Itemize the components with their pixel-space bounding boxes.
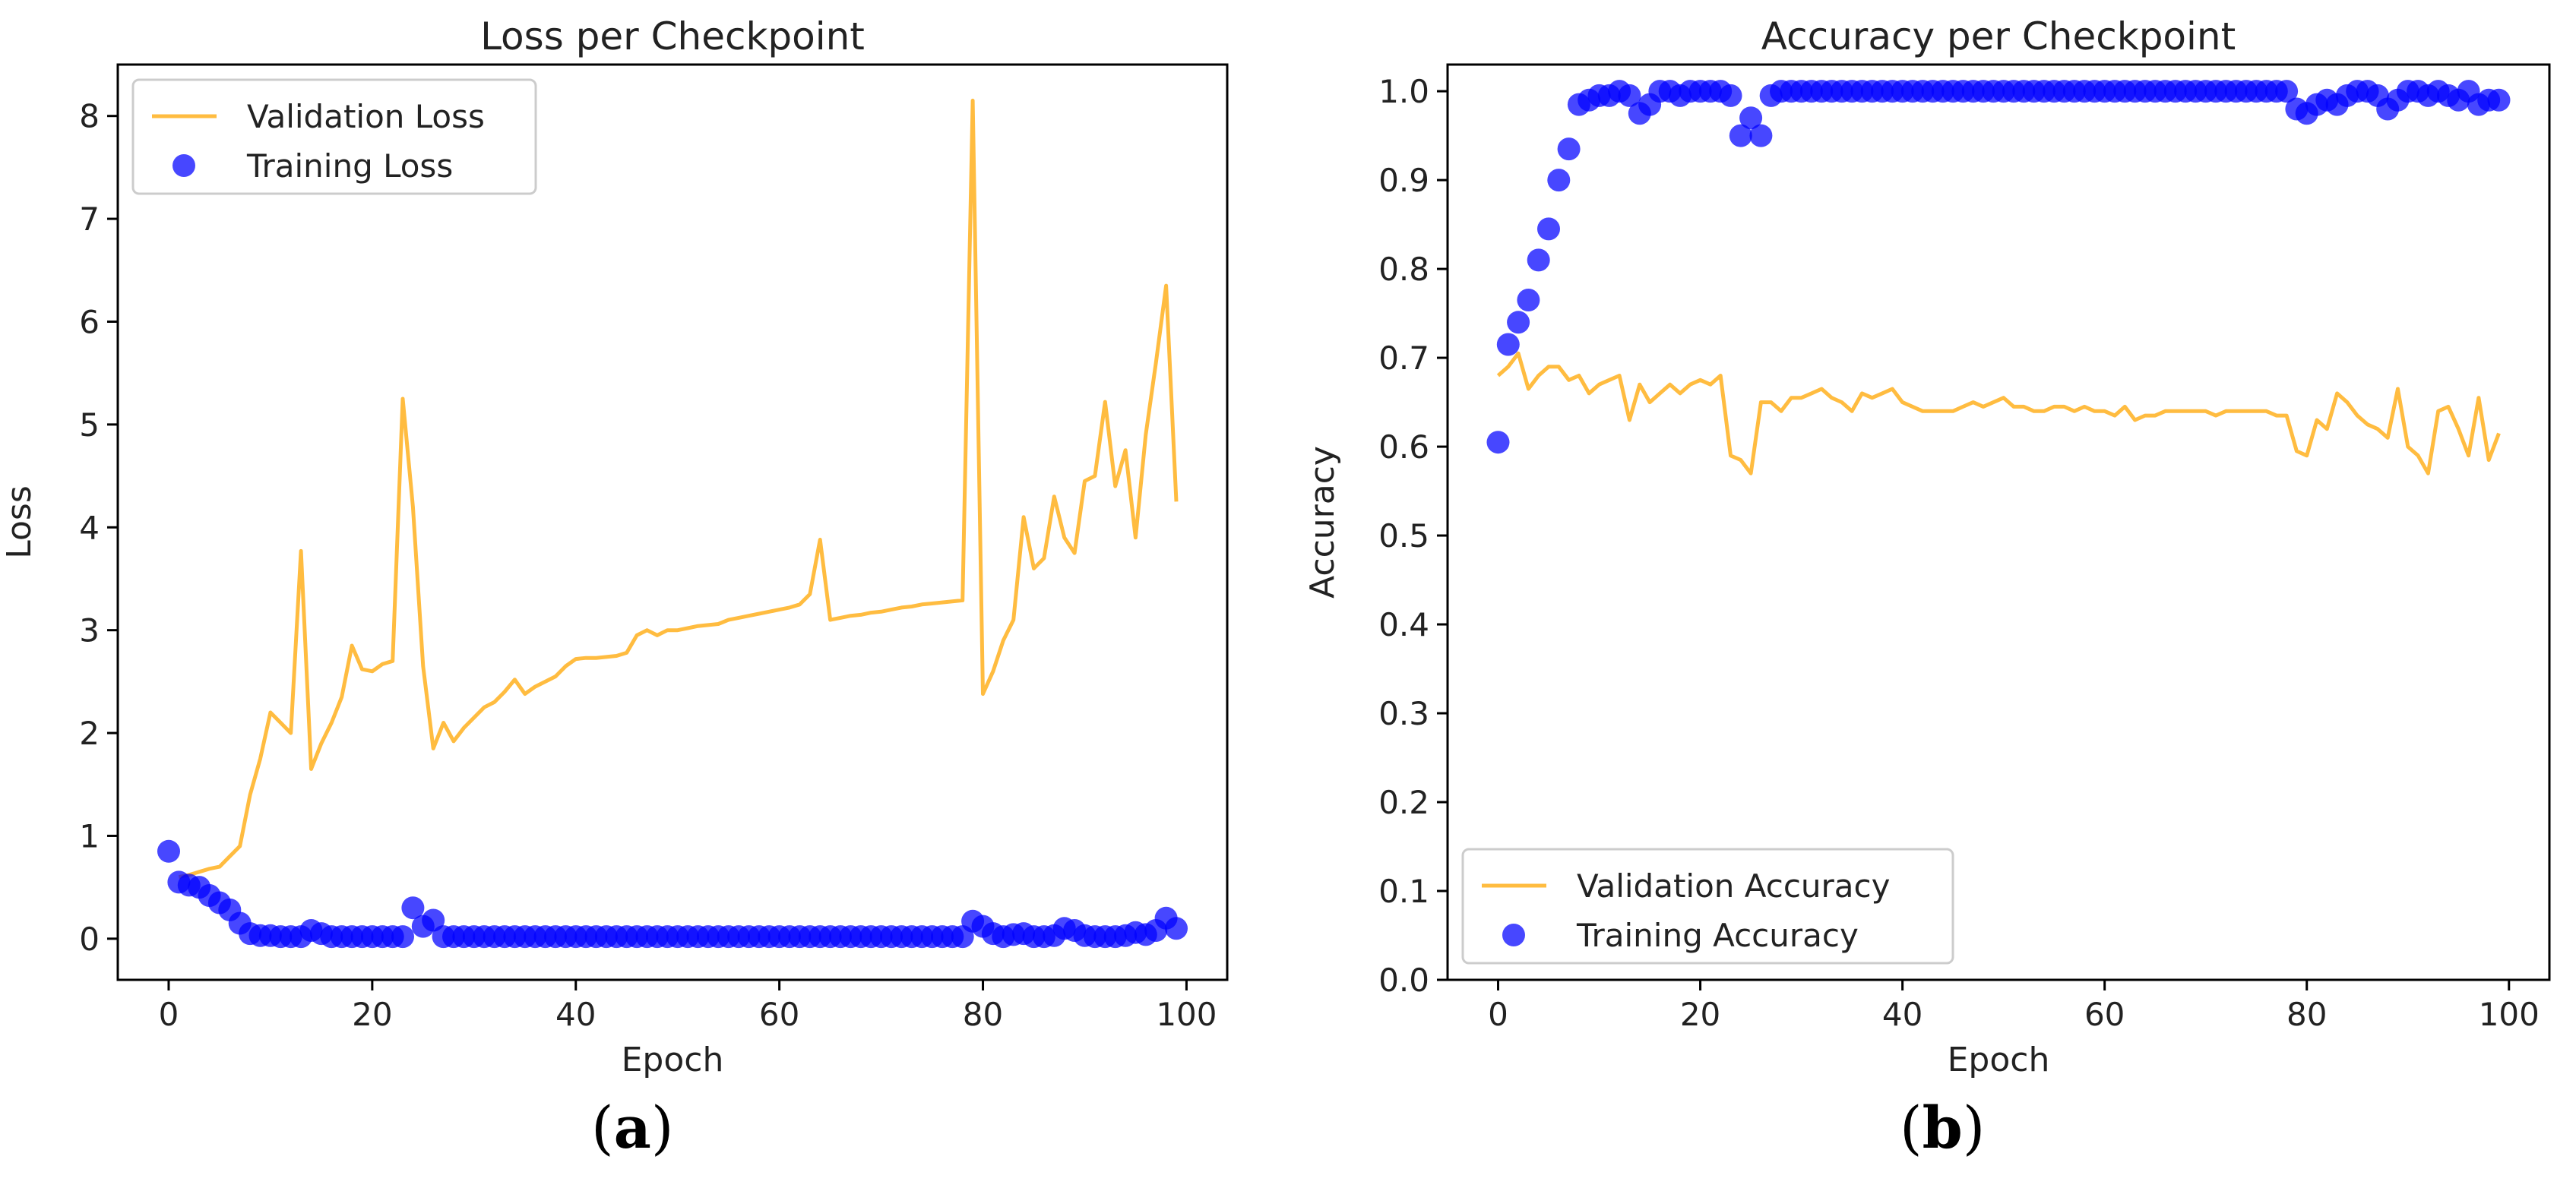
chart1-y-axis-label: Loss — [0, 485, 39, 559]
chart1-x-tick-label: 80 — [963, 996, 1003, 1033]
chart1-legend-box — [131, 78, 537, 195]
chart2-series-2-point — [1557, 137, 1581, 161]
chart1-x-tick-label: 20 — [352, 996, 392, 1033]
chart2-y-tick-label: 0.1 — [1378, 873, 1429, 910]
chart2-x-axis-label: Epoch — [1948, 1041, 2050, 1079]
chart2-y-tick-label: 0.0 — [1378, 962, 1429, 999]
chart1-y-tick-label: 0 — [79, 921, 100, 958]
chart1-legend-label: Training Loss — [246, 147, 453, 185]
chart2-series-2-point — [2487, 88, 2511, 112]
chart1-series-2-point — [401, 896, 425, 920]
chart2-series-2-point — [1719, 84, 1742, 107]
chart2-y-tick-label: 0.8 — [1378, 251, 1429, 288]
chart2-series-2-point — [1486, 431, 1510, 454]
chart1-title: Loss per Checkpoint — [480, 14, 865, 58]
chart2-legend-marker-swatch — [1502, 924, 1525, 946]
chart1-series-2-point — [391, 925, 414, 949]
chart1-series-2-point — [1165, 917, 1188, 940]
chart2-series-2-point — [1537, 217, 1560, 241]
chart2-series-2-point — [1618, 84, 1641, 107]
chart2-y-tick-label: 0.6 — [1378, 428, 1429, 466]
chart2-series-2-point — [1507, 311, 1530, 334]
chart1-series-2-point — [157, 839, 180, 863]
panel-label-a: (a) — [591, 1094, 674, 1161]
chart2-series-1-line — [1496, 351, 2501, 475]
chart1-series-2-point — [422, 908, 445, 932]
chart2-y-tick-label: 0.7 — [1378, 340, 1429, 377]
chart2-series-2-point — [1496, 333, 1520, 356]
chart2-x-tick-label: 40 — [1882, 996, 1923, 1033]
chart2-series-2-point — [1547, 169, 1571, 192]
chart2-legend-label: Validation Accuracy — [1577, 867, 1891, 905]
chart2-series-2-point — [1749, 124, 1773, 147]
chart2-axes-frame — [1446, 63, 2551, 981]
chart2-series-2-point — [2275, 80, 2299, 103]
chart2-y-axis-label: Accuracy — [1303, 446, 1342, 599]
panel-label-b: (b) — [1900, 1094, 1986, 1161]
chart1-x-axis-label: Epoch — [622, 1041, 724, 1079]
chart1-legend-label: Validation Loss — [247, 98, 485, 135]
chart1-series-1-line — [178, 98, 1179, 880]
chart2-y-tick-label: 0.3 — [1378, 695, 1429, 732]
chart2-series-2-point — [1739, 106, 1763, 130]
chart2-y-tick-label: 1.0 — [1378, 73, 1429, 110]
chart1-y-tick-label: 6 — [79, 303, 100, 340]
chart1-x-tick-label: 60 — [759, 996, 799, 1033]
chart2-y-tick-label: 0.4 — [1378, 606, 1429, 643]
chart1-y-tick-label: 4 — [79, 509, 100, 546]
chart2-legend-label: Training Accuracy — [1576, 917, 1859, 954]
chart2-y-tick-label: 0.5 — [1378, 517, 1429, 554]
chart2-x-tick-label: 0 — [1488, 996, 1508, 1033]
chart1-y-tick-label: 8 — [79, 98, 100, 135]
chart2-title: Accuracy per Checkpoint — [1761, 14, 2236, 58]
chart2-x-tick-label: 60 — [2084, 996, 2125, 1033]
chart2-y-tick-label: 0.9 — [1378, 162, 1429, 199]
chart2-x-tick-label: 80 — [2286, 996, 2327, 1033]
chart1-y-tick-label: 1 — [79, 817, 100, 855]
chart2-legend-box — [1461, 848, 1954, 965]
chart2-series-2-point — [1527, 248, 1550, 272]
chart1-x-tick-label: 40 — [555, 996, 596, 1033]
chart1-axes-frame — [116, 63, 1229, 981]
chart1-y-tick-label: 7 — [79, 201, 100, 238]
chart1-x-tick-label: 100 — [1156, 996, 1217, 1033]
chart1-x-tick-label: 0 — [159, 996, 179, 1033]
chart1-legend-marker-swatch — [172, 154, 195, 177]
chart2-y-tick-label: 0.2 — [1378, 784, 1429, 821]
chart2-x-tick-label: 100 — [2479, 996, 2540, 1033]
chart2-series-2-point — [1517, 289, 1540, 311]
chart2-series-2-point — [1729, 124, 1752, 147]
chart1-y-tick-label: 5 — [79, 406, 100, 444]
chart1-y-tick-label: 3 — [79, 612, 100, 649]
chart2-x-tick-label: 20 — [1680, 996, 1720, 1033]
chart1-y-tick-label: 2 — [79, 715, 100, 752]
